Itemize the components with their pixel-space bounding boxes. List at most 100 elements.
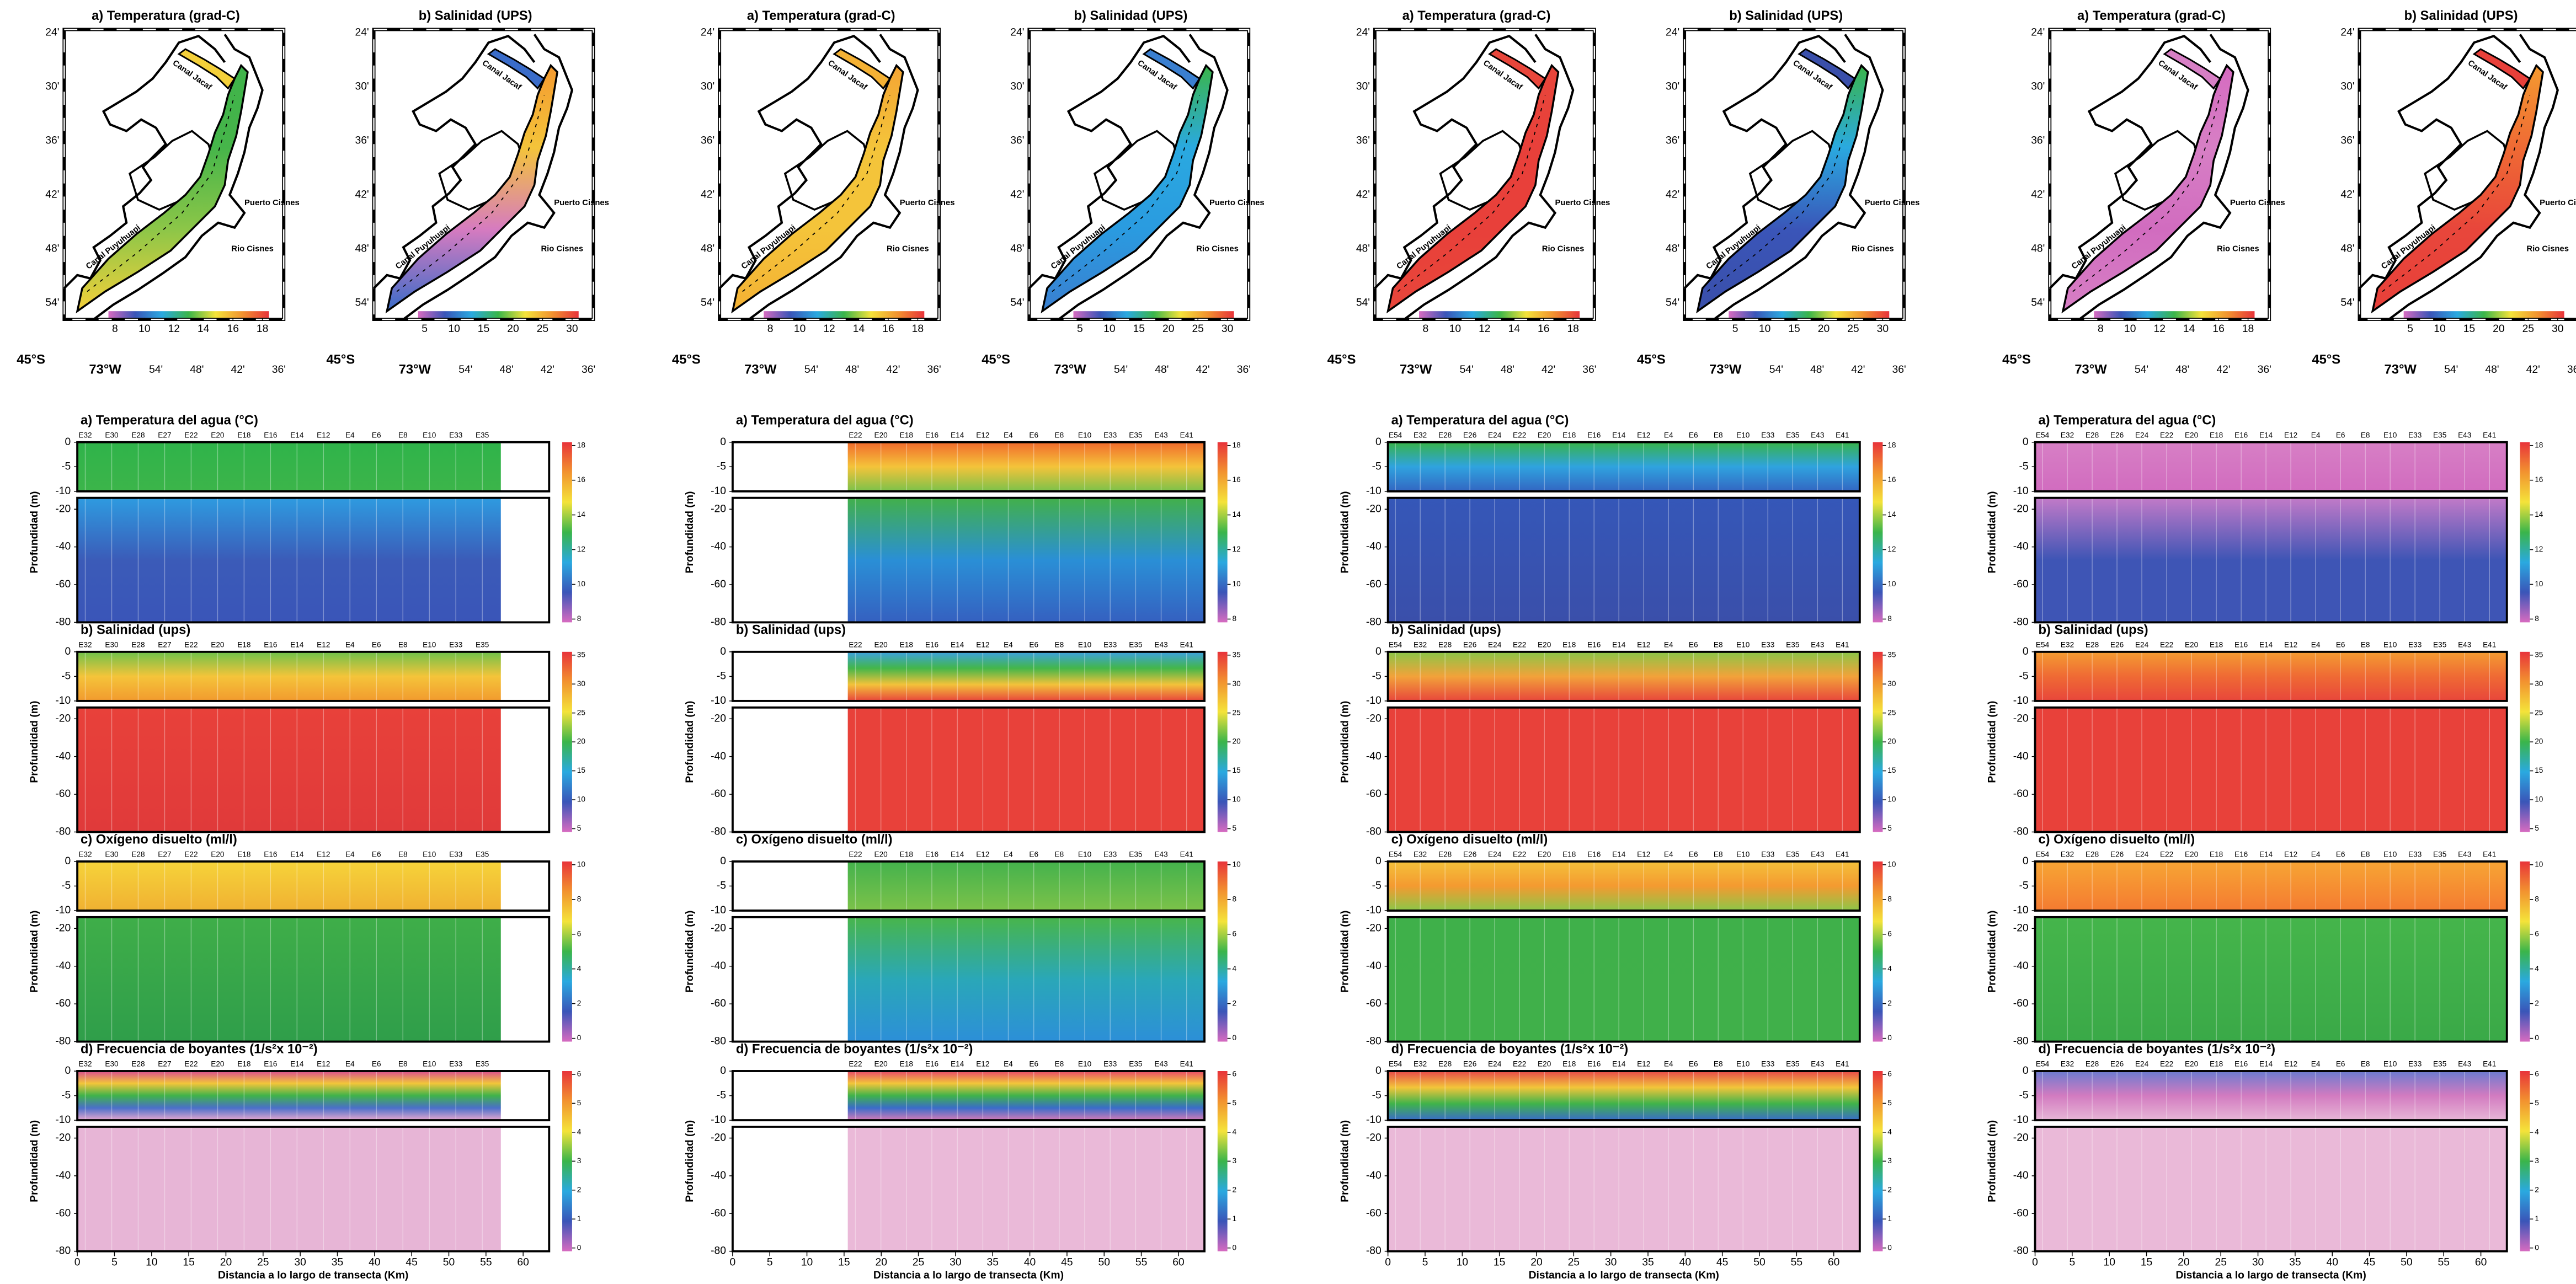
section-field	[77, 442, 501, 491]
station-label: E43	[1811, 850, 1824, 859]
station-label: E22	[1513, 850, 1526, 859]
lat-tick-label: 24'	[1010, 26, 1024, 38]
station-label: E12	[2284, 850, 2297, 859]
x-tick-label: 45	[1061, 1256, 1073, 1268]
station-label: E32	[2061, 431, 2074, 439]
colorbar-tick-label: 20	[1162, 323, 1174, 335]
station-label: E22	[2160, 431, 2173, 439]
lon-tick-label: 48'	[1810, 364, 1824, 376]
section-title: a) Temperatura del agua (°C)	[81, 413, 258, 427]
y-tick-label: -5	[717, 670, 726, 682]
colorbar-tick-label: 30	[1887, 680, 1896, 688]
lon-tick-label: 42'	[2216, 364, 2230, 376]
y-tick-label: -80	[55, 826, 71, 838]
station-label: E41	[1836, 850, 1849, 859]
colorbar-tick-label: 5	[1077, 323, 1083, 335]
section-field	[847, 707, 1205, 832]
station-label: E14	[2259, 431, 2273, 439]
station-label: E43	[1811, 641, 1824, 649]
y-tick-label: -80	[55, 616, 71, 628]
station-label: E22	[2160, 850, 2173, 859]
station-label: E6	[372, 641, 381, 649]
station-label: E35	[2433, 641, 2447, 649]
colorbar-tick-label: 25	[537, 323, 548, 335]
colorbar-tick-label: 15	[478, 323, 489, 335]
section-colorbar	[1873, 442, 1883, 623]
colorbar-tick-label: 20	[2535, 737, 2543, 746]
y-tick-label: -80	[55, 1036, 71, 1047]
y-tick-label: -20	[55, 1132, 71, 1144]
x-axis-label: Distancia a lo largo de transecta (Km)	[873, 1270, 1064, 1281]
y-tick-label: -20	[1366, 922, 1382, 934]
colorbar-tick-label: 10	[2535, 795, 2543, 804]
station-label: E18	[900, 850, 913, 859]
station-label: E32	[2061, 850, 2074, 859]
lon-tick-label: 54'	[458, 364, 472, 376]
station-label: E18	[237, 431, 250, 439]
station-label: E16	[2234, 431, 2248, 439]
station-label: E22	[184, 1060, 198, 1068]
colorbar-tick-label: 12	[2535, 545, 2543, 553]
section-title: c) Oxígeno disuelto (ml/l)	[81, 832, 237, 847]
lat-tick-label: 30'	[1356, 81, 1370, 92]
colorbar-tick-label: 5	[2407, 323, 2413, 335]
station-label: E33	[1103, 850, 1117, 859]
station-label: E43	[1811, 1060, 1824, 1068]
lat-tick-label: 30'	[701, 81, 714, 92]
map-frame-dash	[1028, 29, 1250, 320]
section-field	[1388, 651, 1860, 701]
station-label: E8	[1055, 1060, 1064, 1068]
x-tick-label: 5	[1422, 1256, 1428, 1268]
y-tick-label: -80	[55, 1245, 71, 1257]
station-label: E12	[2284, 431, 2297, 439]
colorbar-tick-label: 6	[577, 1070, 582, 1078]
y-tick-label: 0	[65, 855, 71, 867]
y-tick-label: 0	[1375, 646, 1382, 657]
station-label: E10	[2383, 431, 2397, 439]
section-field	[77, 861, 501, 911]
map-frame-dash	[718, 29, 940, 320]
x-tick-label: 10	[146, 1256, 157, 1268]
station-label: E35	[476, 1060, 489, 1068]
y-tick-label: -80	[2013, 1036, 2029, 1047]
station-label: E10	[2383, 1060, 2397, 1068]
station-label: E41	[1180, 641, 1193, 649]
colorbar-tick-label: 10	[577, 580, 586, 588]
station-label: E26	[1463, 431, 1476, 439]
colorbar-tick-label: 30	[577, 680, 586, 688]
station-label: E22	[2160, 1060, 2173, 1068]
x-tick-label: 5	[767, 1256, 773, 1268]
lon-tick-label: 73°W	[2074, 362, 2107, 377]
colorbar-tick-label: 14	[198, 323, 210, 335]
station-label: E14	[290, 1060, 304, 1068]
section-field	[2035, 1126, 2507, 1251]
station-label: E10	[1736, 641, 1750, 649]
map-frame-dash	[2049, 29, 2270, 320]
y-tick-label: 0	[65, 436, 71, 448]
transect	[1707, 94, 1855, 292]
station-label: E12	[976, 641, 989, 649]
colorbar-tick-label: 8	[2535, 895, 2539, 903]
station-label: E35	[2433, 431, 2447, 439]
place-label: Rio Cisnes	[1852, 244, 1894, 253]
station-label: E12	[976, 1060, 989, 1068]
colorbar-tick-label: 18	[577, 441, 585, 449]
y-tick-label: -40	[711, 541, 726, 553]
fjord	[731, 63, 904, 314]
colorbar-tick-label: 10	[1887, 860, 1896, 868]
x-tick-label: 35	[1642, 1256, 1654, 1268]
section-field	[2035, 861, 2507, 911]
lon-tick-label: 36'	[927, 364, 941, 376]
colorbar-tick-label: 18	[257, 323, 268, 335]
map-title: b) Salinidad (UPS)	[1729, 8, 1843, 23]
colorbar-tick-label: 18	[912, 323, 924, 335]
y-tick-label: -5	[1372, 461, 1382, 472]
y-tick-label: -60	[1366, 1207, 1382, 1219]
colorbar-tick-label: 25	[577, 708, 586, 716]
y-tick-label: -10	[711, 695, 726, 707]
station-label: E18	[900, 641, 913, 649]
station-label: E27	[158, 431, 171, 439]
station-label: E18	[1562, 431, 1576, 439]
station-label: E26	[2110, 1060, 2124, 1068]
